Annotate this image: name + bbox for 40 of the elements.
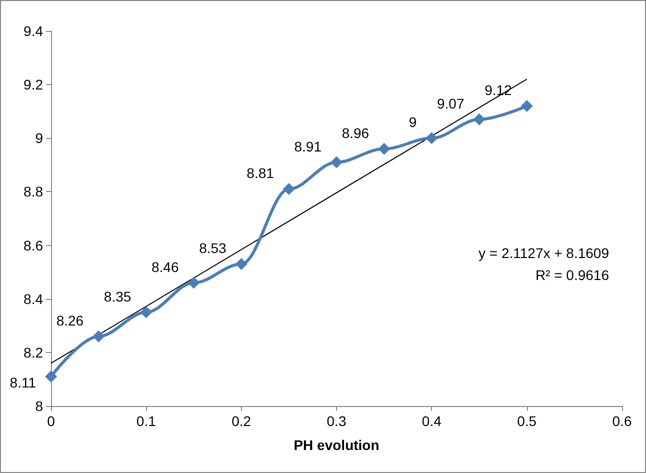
y-tick-label: 9.2 (24, 76, 44, 93)
data-label: 8.46 (152, 258, 179, 275)
annotation: R² = 0.9616 (535, 267, 610, 283)
data-label: 8.35 (104, 288, 132, 304)
data-label: 9.07 (437, 95, 464, 112)
x-tick-label: 0.1 (136, 413, 156, 429)
data-label: 8.26 (56, 312, 84, 328)
point (92, 330, 105, 342)
point (282, 183, 295, 196)
point (140, 306, 152, 318)
y-tick-label: 8.8 (24, 184, 44, 200)
point (378, 142, 390, 155)
point (330, 156, 342, 168)
data-label: 8.81 (246, 165, 274, 182)
x-tick-label: 0.6 (612, 413, 632, 429)
y-tick-label: 8.4 (24, 290, 44, 307)
point (235, 258, 248, 270)
data-label: 8.53 (199, 240, 227, 256)
point (426, 132, 438, 144)
x-tick-label: 0.2 (232, 413, 252, 429)
y-tick-label: 9.4 (24, 23, 44, 39)
point (188, 276, 200, 289)
y-tick-label: 8.2 (24, 344, 44, 360)
y-tick-label: 8 (35, 398, 44, 414)
y-tick-label: 8.6 (24, 237, 44, 254)
data-label: 8.11 (10, 374, 36, 391)
x-tick-label: 0.3 (326, 413, 346, 429)
data-label: 9 (408, 114, 417, 130)
x-tick-label: 0.4 (422, 413, 442, 429)
annotation: y = 2.1127x + 8.1609 (478, 245, 610, 261)
data-label: 9.12 (484, 82, 512, 98)
x-tick-label: 0 (47, 413, 56, 429)
point (520, 100, 533, 112)
y-tick-label: 9 (35, 130, 44, 146)
point (45, 370, 57, 383)
data-label: 8.96 (342, 124, 370, 141)
x-axis-title: PH evolution (294, 437, 380, 453)
x-tick-label: 0.5 (517, 413, 537, 429)
point (473, 113, 486, 126)
data-label: 8.91 (294, 138, 322, 154)
